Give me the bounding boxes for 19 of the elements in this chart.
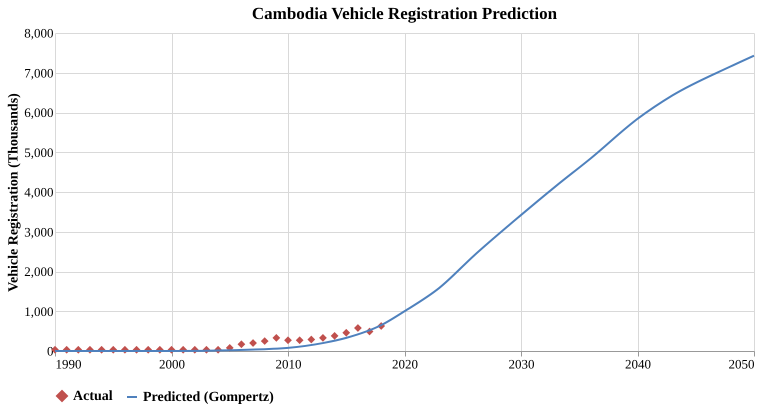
x-tick-label: 2020 (392, 356, 418, 372)
y-tick-label: 3,000 (24, 224, 54, 240)
x-tick-label: 2010 (276, 356, 302, 372)
x-tick-label: 2040 (625, 356, 651, 372)
y-tick-label: 7,000 (24, 65, 54, 80)
y-tick-label: 4,000 (24, 184, 54, 200)
legend-label: Actual (73, 389, 113, 404)
x-tick-label: 2030 (508, 356, 534, 372)
legend-label: Predicted (Gompertz) (143, 390, 274, 405)
x-tick-label: 2050 (728, 356, 754, 372)
chart-title: Cambodia Vehicle Registration Prediction (252, 4, 558, 23)
y-tick-label: 1,000 (24, 304, 54, 319)
y-tick-label: 6,000 (24, 105, 54, 120)
x-tick-label: 2000 (159, 356, 185, 372)
y-tick-label: 5,000 (24, 144, 54, 160)
y-tick-label: 8,000 (24, 26, 54, 40)
y-tick-label: 2,000 (24, 264, 54, 279)
x-tick-label: 1990 (56, 356, 82, 372)
y-axis-title: Vehicle Registration (Thousands) (6, 92, 22, 292)
